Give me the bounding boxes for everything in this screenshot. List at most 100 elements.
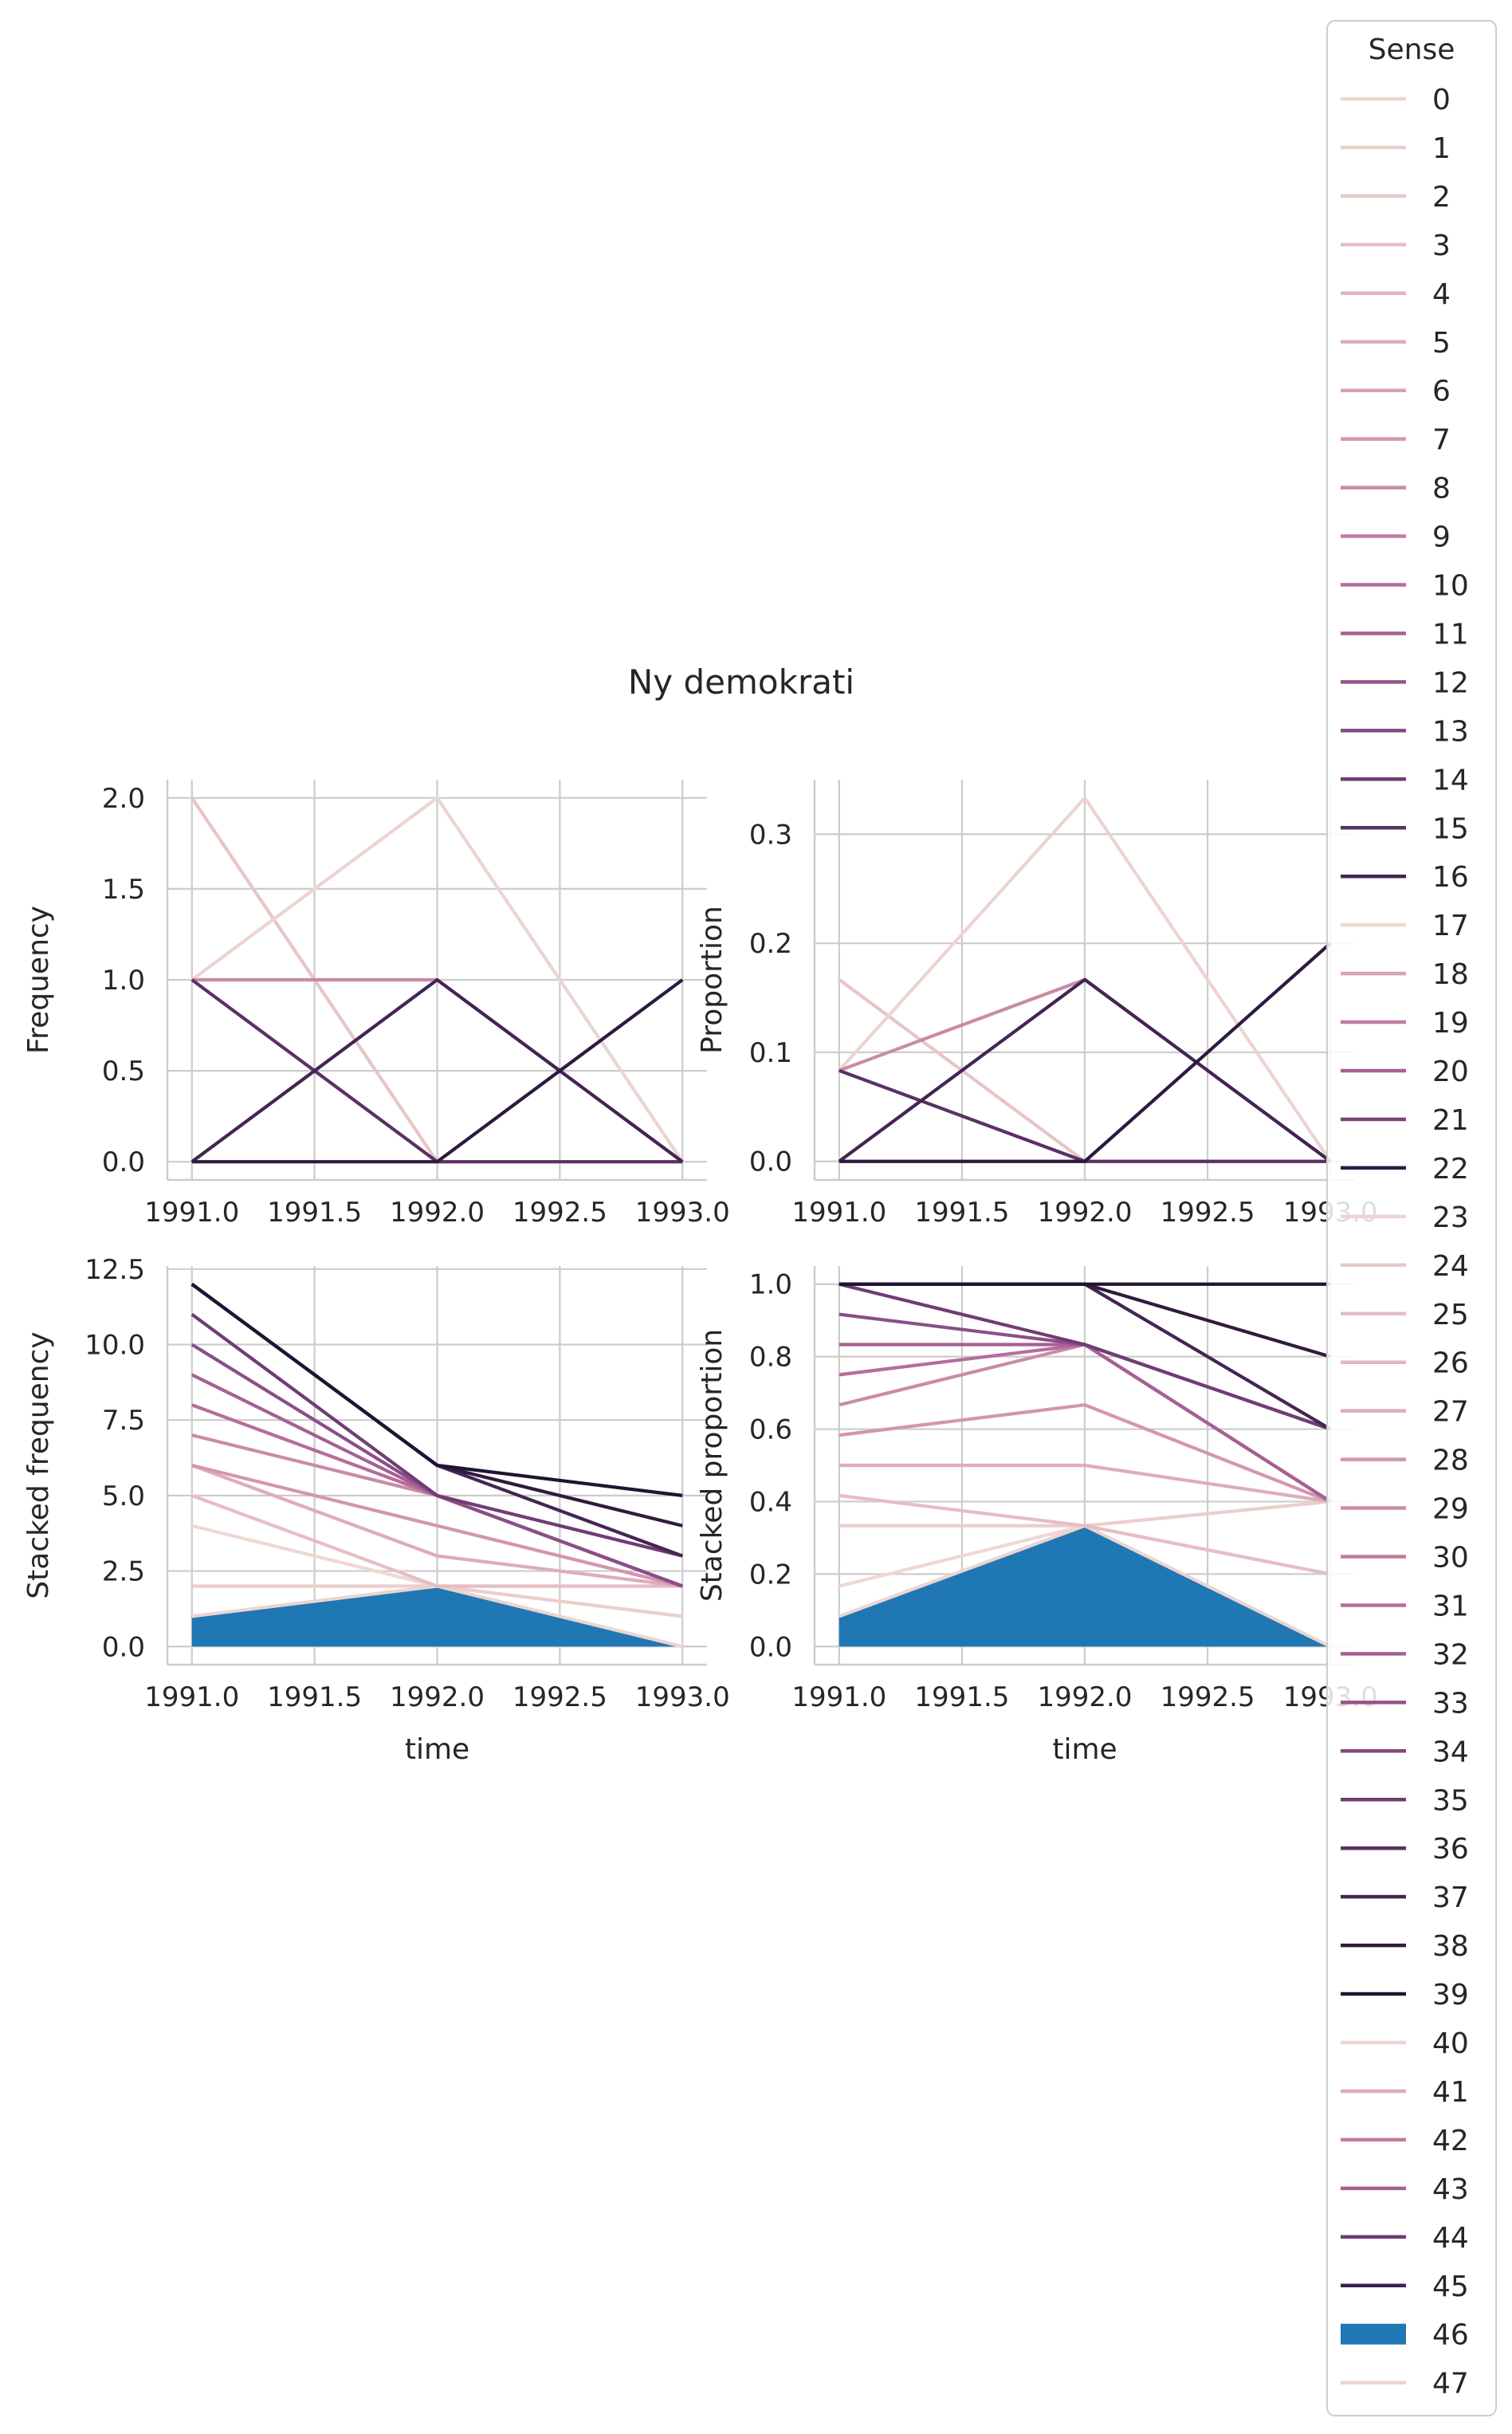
- plot-area: [838, 796, 1332, 1163]
- legend-label-6: 6: [1432, 376, 1451, 408]
- legend-label-40: 40: [1432, 2027, 1469, 2060]
- legend-label-38: 38: [1432, 1930, 1469, 1963]
- legend-label-46: 46: [1432, 2319, 1469, 2352]
- y-tick-label: 1.0: [749, 1269, 792, 1301]
- subplot-2: 1991.01991.51992.01992.51993.00.00.10.20…: [696, 780, 1378, 1229]
- legend-swatch-46: [1341, 2323, 1406, 2345]
- plot-area: [838, 1282, 1332, 1649]
- y-tick-label: 0.5: [102, 1056, 145, 1087]
- y-axis-label: Frequency: [22, 906, 55, 1054]
- series-line-13: [190, 1283, 683, 1497]
- series-line-10: [190, 1312, 683, 1558]
- y-tick-label: 1.0: [102, 965, 145, 997]
- legend-label-34: 34: [1432, 1736, 1469, 1768]
- legend-title: Sense: [1369, 33, 1455, 66]
- legend-label-18: 18: [1432, 958, 1469, 991]
- legend-label-7: 7: [1432, 424, 1451, 457]
- series-line-4: [838, 1463, 1331, 1504]
- y-tick-label: 2.5: [102, 1556, 145, 1588]
- series-line-4: [838, 977, 1332, 1163]
- legend-label-10: 10: [1432, 570, 1469, 603]
- x-tick-label: 1992.5: [513, 1681, 607, 1713]
- x-tick-label: 1991.5: [914, 1197, 1009, 1229]
- legend-label-17: 17: [1432, 910, 1469, 942]
- legend-label-14: 14: [1432, 764, 1469, 796]
- legend-label-45: 45: [1432, 2271, 1469, 2303]
- y-tick-label: 12.5: [84, 1254, 145, 1286]
- y-tick-label: 0.2: [749, 928, 792, 960]
- x-tick-label: 1992.0: [1038, 1197, 1133, 1229]
- y-axis-label: Stacked frequency: [22, 1331, 55, 1598]
- legend-label-33: 33: [1432, 1687, 1469, 1720]
- x-tick-label: 1992.0: [1038, 1681, 1133, 1713]
- legend: Sense01234567891011121314151617181920212…: [1326, 20, 1497, 2416]
- x-tick-label: 1991.5: [267, 1197, 362, 1229]
- legend-label-42: 42: [1432, 2125, 1469, 2157]
- y-axis-label: Stacked proportion: [696, 1329, 729, 1602]
- legend-label-39: 39: [1432, 1979, 1469, 2011]
- legend-label-47: 47: [1432, 2368, 1469, 2401]
- area-fill: [838, 1525, 1331, 1647]
- x-tick-label: 1992.5: [513, 1197, 607, 1229]
- legend-label-25: 25: [1432, 1299, 1469, 1331]
- series-line-5: [838, 1403, 1331, 1504]
- x-tick-label: 1993.0: [635, 1197, 730, 1229]
- y-tick-label: 0.1: [749, 1037, 792, 1069]
- x-tick-label: 1991.0: [791, 1197, 886, 1229]
- legend-label-21: 21: [1432, 1104, 1469, 1137]
- x-tick-label: 1991.0: [791, 1681, 886, 1713]
- legend-label-4: 4: [1432, 278, 1451, 311]
- y-tick-label: 0.0: [749, 1631, 792, 1663]
- y-tick-label: 1.5: [102, 874, 145, 906]
- x-axis-label: time: [405, 1733, 469, 1766]
- legend-label-31: 31: [1432, 1590, 1469, 1622]
- x-tick-label: 1992.5: [1161, 1197, 1255, 1229]
- y-tick-label: 0.0: [749, 1146, 792, 1178]
- plot-area: [190, 796, 684, 1164]
- legend-label-43: 43: [1432, 2173, 1469, 2206]
- x-tick-label: 1991.5: [914, 1681, 1009, 1713]
- x-tick-label: 1993.0: [635, 1681, 730, 1713]
- legend-label-2: 2: [1432, 181, 1451, 214]
- y-tick-label: 0.8: [749, 1342, 792, 1374]
- series-line-5: [191, 1463, 683, 1588]
- y-tick-label: 0.2: [749, 1559, 792, 1591]
- legend-label-28: 28: [1432, 1445, 1469, 1477]
- y-tick-label: 0.0: [102, 1631, 145, 1663]
- subplot-panels: 1991.0 1991.5 1992.0 1992.5 1993.0 0.0 0.5 1.0 1…: [22, 780, 1378, 1766]
- legend-label-44: 44: [1432, 2222, 1469, 2255]
- legend-label-16: 16: [1432, 861, 1469, 894]
- legend-label-0: 0: [1432, 84, 1451, 116]
- legend-label-15: 15: [1432, 812, 1469, 845]
- y-tick-label: 0.3: [749, 819, 792, 851]
- legend-label-23: 23: [1432, 1201, 1469, 1234]
- x-axis-label: time: [1052, 1733, 1117, 1766]
- series-line-3: [191, 1493, 683, 1588]
- legend-label-35: 35: [1432, 1784, 1469, 1817]
- subplot-1: 1991.0 1991.5 1992.0 1992.5 1993.0 0.0 0.5 1.0 1…: [22, 780, 730, 1229]
- y-tick-label: 7.5: [102, 1405, 145, 1437]
- legend-label-26: 26: [1432, 1347, 1469, 1380]
- legend-label-30: 30: [1432, 1542, 1469, 1575]
- series-line-3: [838, 1493, 1331, 1576]
- y-tick-label: 10.0: [84, 1329, 145, 1361]
- legend-label-1: 1: [1432, 132, 1451, 165]
- legend-label-5: 5: [1432, 327, 1451, 360]
- y-tick-label: 0.4: [749, 1486, 792, 1518]
- legend-label-13: 13: [1432, 715, 1469, 748]
- plot-area: [190, 1283, 683, 1649]
- legend-label-9: 9: [1432, 521, 1451, 554]
- x-tick-label: 1992.0: [390, 1197, 485, 1229]
- y-tick-label: 5.0: [102, 1480, 145, 1512]
- legend-frame: [1326, 20, 1497, 2416]
- legend-label-37: 37: [1432, 1882, 1469, 1914]
- y-tick-label: 2.0: [102, 783, 145, 815]
- x-tick-label: 1992.5: [1161, 1681, 1255, 1713]
- series-line-4: [191, 1464, 683, 1588]
- series-line-5: [191, 978, 684, 1164]
- legend-label-29: 29: [1432, 1493, 1469, 1526]
- series-line-1: [838, 796, 1332, 1162]
- legend-label-8: 8: [1432, 473, 1451, 505]
- legend-label-32: 32: [1432, 1638, 1469, 1671]
